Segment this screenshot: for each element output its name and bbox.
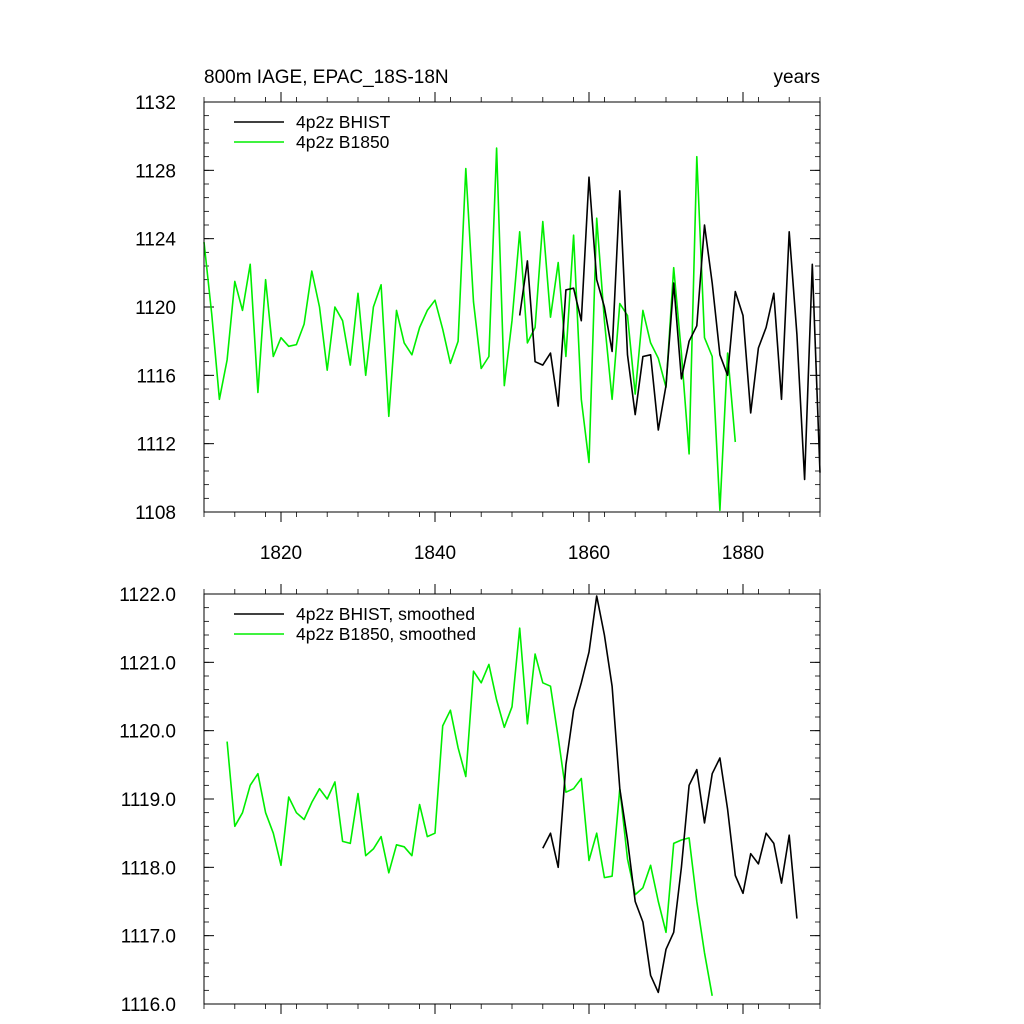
- legend-label: 4p2z BHIST: [296, 112, 391, 132]
- x-tick-label: 1860: [568, 543, 610, 564]
- legend-label: 4p2z B1850, smoothed: [296, 624, 476, 644]
- y-tick-label: 1120.0: [119, 722, 176, 743]
- y-tick-label: 1121.0: [119, 653, 176, 674]
- series-line-4p2z-bhist-smoothed: [542, 595, 798, 994]
- y-tick-label: 1118.0: [121, 858, 176, 879]
- legend-label: 4p2z B1850: [296, 132, 390, 152]
- series-line-4p2z-bhist: [518, 176, 821, 481]
- y-tick-label: 1128: [135, 161, 176, 182]
- x-tick-label: 1820: [260, 543, 302, 564]
- plot-frame: [203, 101, 821, 513]
- x-tick-label: 1840: [414, 543, 456, 564]
- y-tick-label: 1132: [135, 93, 176, 114]
- y-tick-label: 1116: [137, 366, 176, 387]
- y-tick-label: 1120: [135, 298, 176, 319]
- y-tick-label: 1119.0: [121, 790, 176, 811]
- y-tick-label: 1124: [135, 230, 176, 251]
- legend-label: 4p2z BHIST, smoothed: [296, 604, 475, 624]
- series-line-4p2z-b1850: [203, 147, 737, 512]
- y-tick-label: 1112: [137, 435, 176, 456]
- y-tick-label: 1116.0: [121, 995, 176, 1016]
- y-tick-label: 1122.0: [119, 585, 176, 606]
- y-tick-label: 1108: [135, 503, 176, 524]
- top-panel: 800m IAGE, EPAC_18S-18N years 1108 1112 11…: [135, 67, 821, 564]
- x-tick-label: 1880: [722, 543, 764, 564]
- chart-title-right: years: [774, 67, 820, 88]
- series-line-4p2z-b1850-smoothed: [226, 627, 713, 996]
- plot-frame: [203, 593, 821, 1005]
- y-tick-label: 1117.0: [121, 927, 176, 948]
- bottom-panel: 1116.0 1117.0 1118.0 1119.0 1120.0 1121.0 1122…: [119, 584, 821, 1016]
- chart-title: 800m IAGE, EPAC_18S-18N: [204, 67, 449, 88]
